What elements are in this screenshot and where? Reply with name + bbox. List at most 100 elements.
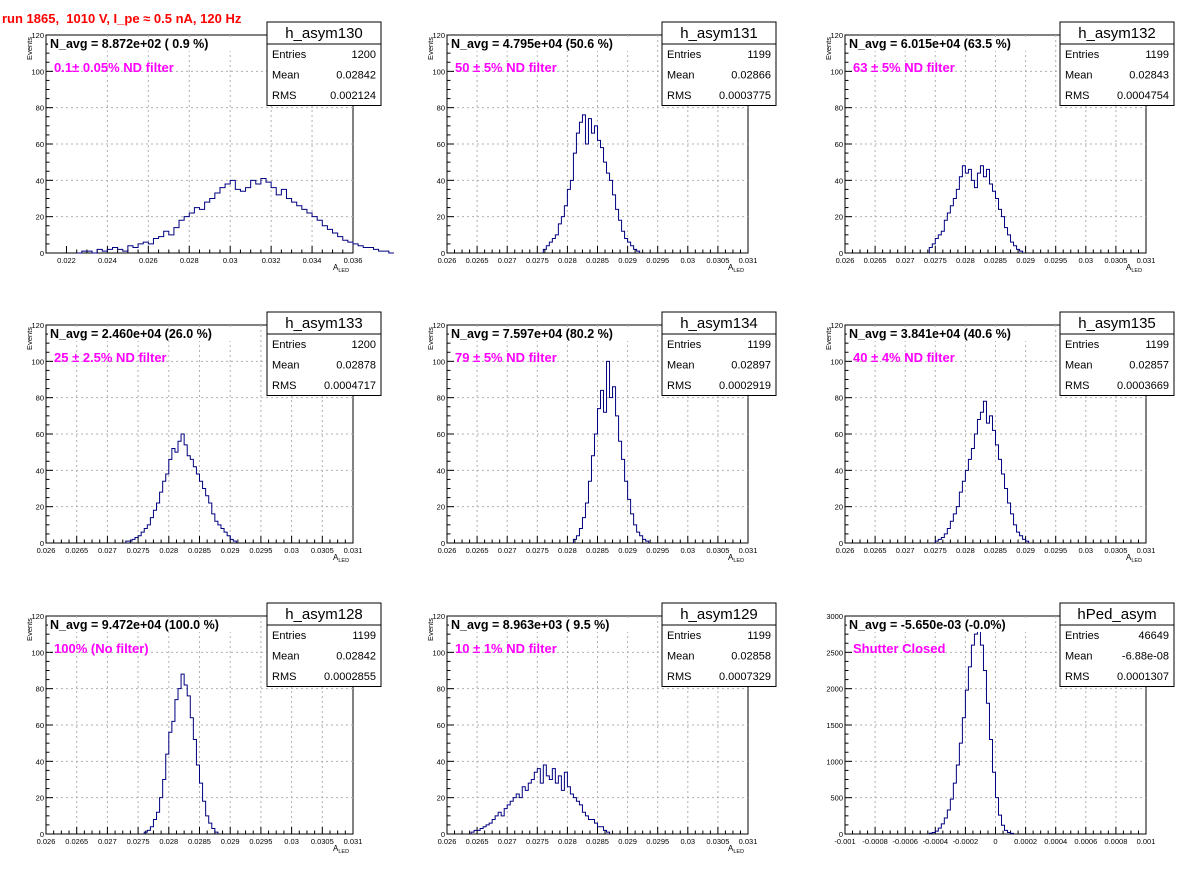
histogram-bin xyxy=(585,503,588,543)
navg-label-bg xyxy=(48,618,248,632)
histogram-bin xyxy=(129,541,132,543)
stats-box-title: h_asym131 xyxy=(680,25,758,42)
x-tick-label: 0.03 xyxy=(680,256,695,265)
histogram-bin xyxy=(210,199,215,254)
histogram-bin xyxy=(212,829,215,834)
histogram-panel-h_asym128: 0.026 0.0265 0.027 0.0275 0.028 0.0285 0.029 0.… xyxy=(25,602,382,855)
x-axis-title-main: A xyxy=(728,263,734,272)
histogram-bin xyxy=(153,238,158,253)
histogram-bin xyxy=(181,434,184,543)
histogram-bin xyxy=(531,780,534,835)
histogram-bin xyxy=(956,765,959,834)
x-tick-label: 0.0295 xyxy=(249,546,272,555)
y-tick-label: 120 xyxy=(830,31,843,40)
y-tick-label: 40 xyxy=(835,466,843,475)
run-title: run 1865, 1010 V, I_pe ≈ 0.5 nA, 120 Hz xyxy=(2,11,242,26)
filter-label: 0.1± 0.05% ND filter xyxy=(54,60,174,75)
filter-label: Shutter Closed xyxy=(853,641,946,656)
histogram-bin xyxy=(601,827,604,834)
y-tick-label: 100 xyxy=(432,357,445,366)
x-tick-label: 0.0002 xyxy=(1014,837,1037,846)
histogram-bin xyxy=(643,539,646,543)
histogram-bin xyxy=(166,474,169,543)
x-tick-label: 0.026 xyxy=(37,546,56,555)
histogram-bin xyxy=(138,536,141,543)
histogram-line xyxy=(928,165,1024,253)
histogram-bin xyxy=(153,510,156,543)
histogram-bin xyxy=(637,532,640,543)
y-tick-label: 20 xyxy=(36,794,44,803)
y-tick-label: 40 xyxy=(36,757,44,766)
navg-label: N_avg = 9.472e+04 (100.0 %) xyxy=(50,618,219,632)
histogram-bin xyxy=(959,743,962,834)
stats-value: 1199 xyxy=(747,49,771,61)
histogram-bin xyxy=(246,188,251,253)
histogram-bin xyxy=(187,456,190,543)
x-axis-title-sub: LED xyxy=(338,849,349,855)
histogram-bin xyxy=(543,765,546,834)
histogram-bin xyxy=(616,416,619,543)
histogram-line xyxy=(928,630,1015,834)
filter-label: 100% (No filter) xyxy=(54,641,149,656)
y-tick-label: 120 xyxy=(432,31,445,40)
histogram-bin xyxy=(189,213,194,253)
histogram-panel-h_asym134: 0.026 0.0265 0.027 0.0275 0.028 0.0285 0.029 0.… xyxy=(426,311,777,564)
histogram-bin xyxy=(102,251,107,253)
stats-key: Mean xyxy=(667,70,695,82)
y-tick-label: 40 xyxy=(437,757,445,766)
histogram-bin xyxy=(353,244,358,253)
histogram-bin xyxy=(256,184,261,253)
navg-label-bg xyxy=(847,618,1047,632)
filter-label: 25 ± 2.5% ND filter xyxy=(54,350,167,365)
x-tick-label: -0.0006 xyxy=(892,837,917,846)
histogram-bin xyxy=(543,249,546,253)
histogram-bin xyxy=(384,251,389,253)
histogram-bin xyxy=(929,248,932,253)
stats-key: Entries xyxy=(1065,339,1100,351)
navg-label: N_avg = -5.650e-03 (-0.0%) xyxy=(849,618,1006,632)
y-tick-label: 120 xyxy=(31,612,44,621)
histogram-bin xyxy=(348,242,353,253)
navg-label-bg xyxy=(847,37,1047,51)
stats-value: 0.02858 xyxy=(731,651,771,663)
stats-value: 0.02857 xyxy=(1129,360,1169,372)
navg-label-bg xyxy=(449,37,649,51)
stats-key: RMS xyxy=(667,90,691,102)
histogram-bin xyxy=(501,816,504,834)
histogram-bin xyxy=(179,220,184,253)
histogram-bin xyxy=(184,685,187,834)
histogram-bin xyxy=(489,823,492,834)
histogram-line xyxy=(470,764,611,834)
x-axis-title-main: A xyxy=(333,263,339,272)
histogram-bin xyxy=(203,801,206,834)
y-tick-label: 80 xyxy=(36,685,44,694)
x-tick-label: -0.0008 xyxy=(862,837,887,846)
stats-key: Mean xyxy=(667,360,695,372)
x-axis-title-sub: LED xyxy=(1131,268,1142,274)
x-tick-label: 0.0275 xyxy=(526,256,549,265)
histogram-bin xyxy=(546,246,549,253)
histogram-bin xyxy=(989,416,992,543)
histogram-bin xyxy=(585,816,588,834)
histogram-bin xyxy=(1008,503,1011,543)
y-axis-title: Events xyxy=(25,618,34,641)
histogram-bin xyxy=(576,133,579,253)
x-tick-label: 0.027 xyxy=(98,837,117,846)
x-tick-label: 0.03 xyxy=(284,837,299,846)
x-tick-label: 0.028 xyxy=(558,546,577,555)
histogram-bin xyxy=(227,536,230,543)
histogram-bin xyxy=(968,169,971,253)
histogram-bin xyxy=(594,126,597,253)
x-tick-label: 0.0285 xyxy=(188,837,211,846)
y-axis-title: Events xyxy=(426,327,435,350)
stats-key: Entries xyxy=(272,49,307,61)
histogram-bin xyxy=(172,449,175,543)
histogram-bin xyxy=(113,248,118,253)
histogram-bin xyxy=(588,481,591,543)
histogram-bin xyxy=(82,251,87,253)
histogram-bin xyxy=(510,801,513,834)
x-tick-label: 0.026 xyxy=(438,837,457,846)
filter-label: 63 ± 5% ND filter xyxy=(853,60,955,75)
stats-value: 0.02842 xyxy=(336,70,376,82)
stats-value: 1199 xyxy=(747,339,771,351)
